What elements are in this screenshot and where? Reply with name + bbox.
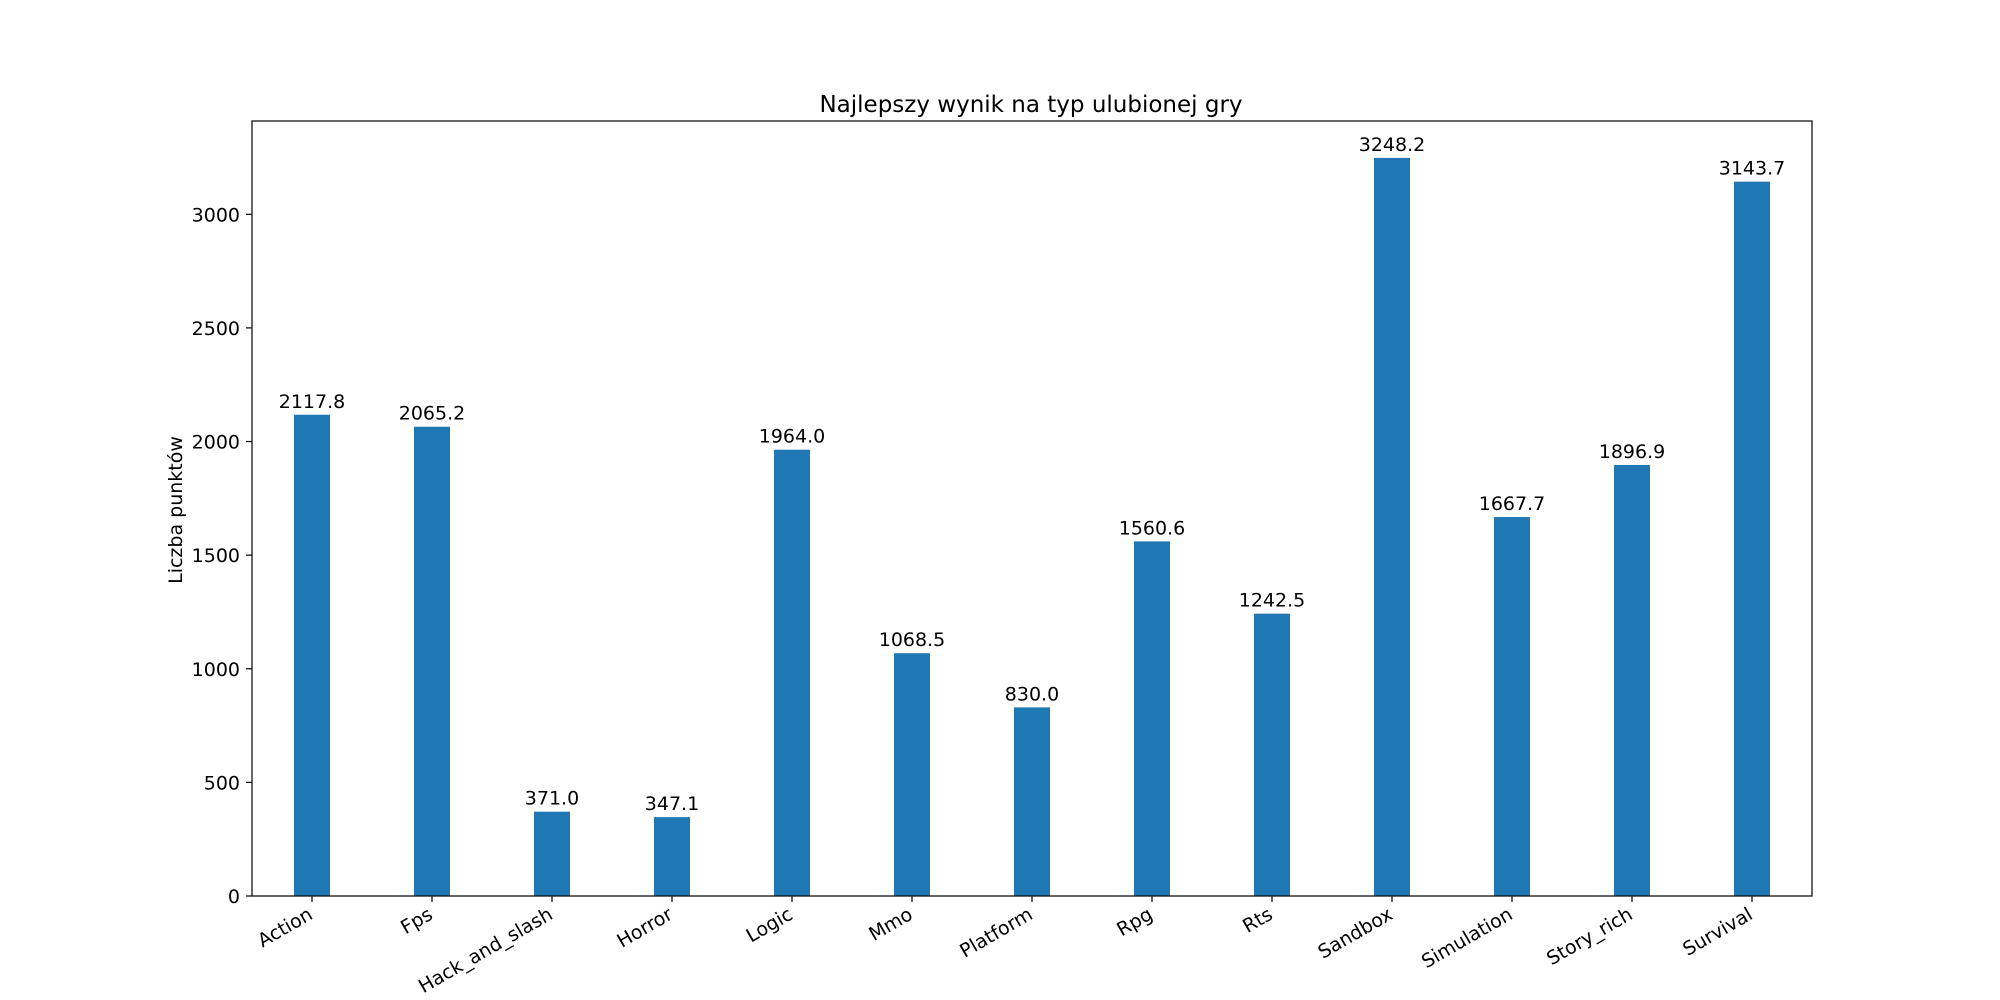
bar-value-label: 1560.6 — [1119, 517, 1185, 539]
bar-value-label: 347.1 — [645, 793, 699, 815]
bar — [1014, 707, 1050, 896]
bar — [654, 817, 690, 896]
plot-area-frame — [251, 120, 1813, 897]
bar-value-label: 1068.5 — [879, 629, 945, 651]
x-tick-label: Logic — [742, 903, 796, 947]
bar-value-label: 3143.7 — [1719, 158, 1785, 180]
y-tick-label: 0 — [228, 886, 240, 908]
y-axis: 0 500 1000 1500 2000 2500 3000 — [192, 204, 252, 908]
bars-layer — [294, 157, 1770, 897]
bar-value-label: 830.0 — [1005, 683, 1059, 705]
y-tick-label: 3000 — [192, 204, 240, 226]
bar — [294, 414, 330, 896]
bar — [1614, 464, 1650, 896]
bar-value-label: 1242.5 — [1239, 590, 1305, 612]
x-tick-label: Survival — [1679, 903, 1756, 960]
bar-value-label: 1667.7 — [1479, 493, 1545, 515]
bar — [1254, 613, 1290, 896]
x-tick-label: Platform — [956, 903, 1036, 962]
bar-value-label: 1896.9 — [1599, 441, 1665, 463]
bar-value-label: 1964.0 — [759, 426, 825, 448]
y-tick-label: 500 — [204, 772, 240, 794]
bar — [894, 653, 930, 896]
bar — [1494, 517, 1530, 896]
bar — [414, 426, 450, 896]
y-axis-label: Liczba punktów — [165, 436, 187, 584]
bar-value-label: 2117.8 — [279, 391, 345, 413]
bar-value-label: 3248.2 — [1359, 134, 1425, 156]
y-tick-label: 2500 — [192, 318, 240, 340]
x-tick-label: Simulation — [1418, 903, 1517, 973]
value-labels-layer: 2117.8 2065.2 371.0 347.1 1964.0 1068.5 830.0 1… — [279, 134, 1785, 815]
bar — [1134, 541, 1170, 896]
bar-value-label: 371.0 — [525, 788, 579, 810]
x-tick-label: Fps — [397, 903, 436, 938]
bar — [774, 449, 810, 896]
chart-title: Najlepszy wynik na typ ulubionej gry — [819, 92, 1242, 118]
y-tick-label: 1500 — [192, 545, 240, 567]
x-tick-label: Sandbox — [1314, 903, 1396, 963]
x-tick-label: Story_rich — [1543, 903, 1637, 970]
bar — [1734, 181, 1770, 896]
x-tick-label: Rpg — [1113, 903, 1156, 941]
bar-value-label: 2065.2 — [399, 403, 465, 425]
x-tick-label: Hack_and_slash — [415, 903, 557, 997]
x-tick-label: Action — [254, 903, 317, 952]
x-tick-label: Horror — [613, 903, 676, 952]
x-tick-label: Mmo — [865, 903, 916, 945]
bar — [534, 811, 570, 896]
x-tick-label: Rts — [1239, 903, 1276, 937]
y-tick-label: 2000 — [192, 432, 240, 454]
y-tick-label: 1000 — [192, 659, 240, 681]
bar — [1374, 157, 1410, 897]
